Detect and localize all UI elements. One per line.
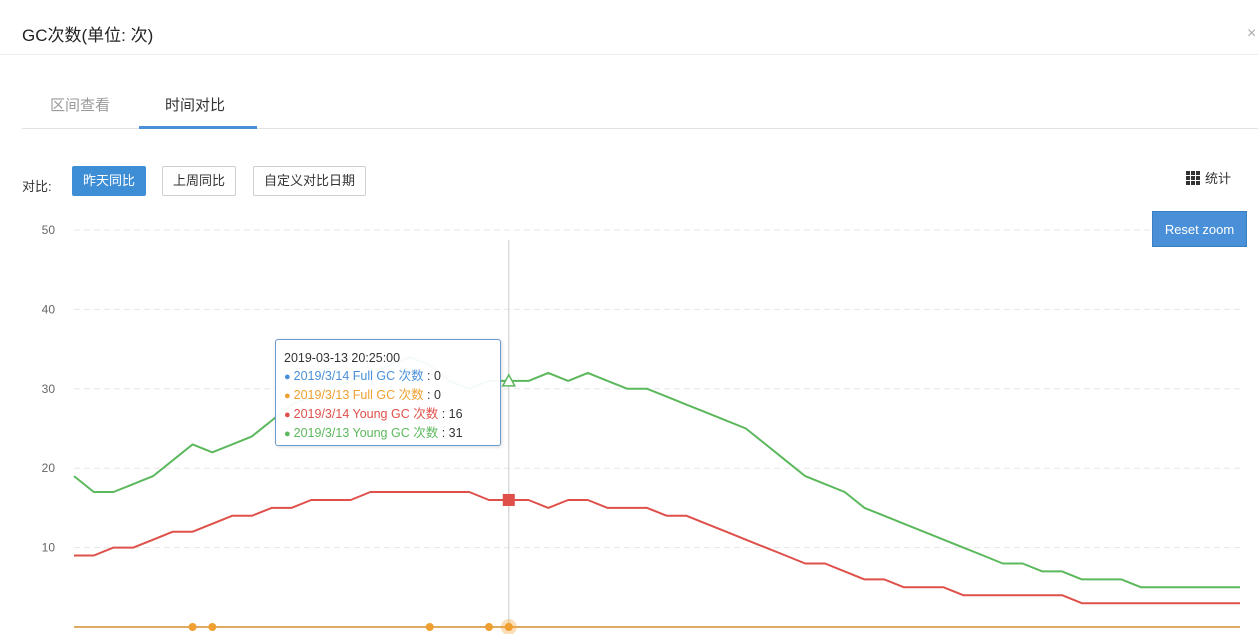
tooltip-row: ● 2019/3/13 Full GC 次数 : 0 <box>284 388 441 402</box>
hover-point <box>501 373 517 387</box>
dialog-header: GC次数(单位: 次) × <box>0 0 1258 55</box>
tooltip-row: ● 2019/3/13 Young GC 次数 : 31 <box>284 426 463 440</box>
series-point <box>425 623 434 631</box>
y-tick-label: 20 <box>42 461 56 475</box>
tooltip-row-label: 2019/3/13 Young GC 次数 <box>293 426 439 440</box>
tooltip-row-value: 0 <box>434 388 441 402</box>
y-tick-label: 50 <box>42 223 56 237</box>
series-dot-icon: ● <box>284 409 291 421</box>
series-dot-icon: ● <box>284 371 291 383</box>
grid-icon <box>1186 170 1200 185</box>
tooltip-row-label: 2019/3/14 Full GC 次数 <box>293 369 424 383</box>
tooltip-row: ● 2019/3/14 Young GC 次数 : 16 <box>284 407 463 421</box>
stats-label: 统计 <box>1205 171 1232 186</box>
tooltip-row: ● 2019/3/14 Full GC 次数 : 0 <box>284 369 441 383</box>
series-dot-icon: ● <box>284 428 291 440</box>
series-dot-icon: ● <box>284 390 291 402</box>
tooltip-row-value: 16 <box>448 407 463 421</box>
last-week-compare-button[interactable]: 上周同比 <box>162 166 237 196</box>
hover-point <box>502 493 515 506</box>
y-tick-label: 30 <box>42 382 56 396</box>
active-tab-indicator <box>139 126 257 129</box>
series-point <box>188 623 197 631</box>
tab-range-view[interactable]: 区间查看 <box>50 97 111 114</box>
tab-bar: 区间查看 时间对比 <box>22 82 1258 129</box>
tooltip-row-value: 31 <box>448 426 463 440</box>
series-line <box>74 491 1240 605</box>
tooltip-row-label: 2019/3/13 Full GC 次数 <box>293 388 424 402</box>
series-point <box>485 623 494 631</box>
tooltip-row-label: 2019/3/14 Young GC 次数 <box>293 407 439 421</box>
series-line <box>73 356 1240 589</box>
y-tick-label: 40 <box>42 302 56 316</box>
close-icon[interactable]: × <box>1247 25 1257 42</box>
hover-point <box>504 623 513 631</box>
y-tick-label: 10 <box>42 541 56 555</box>
compare-label: 对比: <box>22 179 52 194</box>
reset-zoom-button[interactable]: Reset zoom <box>1152 211 1247 247</box>
page-title: GC次数(单位: 次) <box>22 26 154 45</box>
tooltip-time: 2019-03-13 20:25:00 <box>284 351 401 365</box>
yesterday-compare-button[interactable]: 昨天同比 <box>72 166 147 196</box>
custom-date-compare-button[interactable]: 自定义对比日期 <box>253 166 367 196</box>
tooltip-row-value: 0 <box>434 369 441 383</box>
tab-time-compare[interactable]: 时间对比 <box>165 97 226 114</box>
series-point <box>208 623 217 631</box>
stats-button[interactable]: 统计 <box>1186 168 1231 187</box>
chart-tooltip: 2019-03-13 20:25:00 ● 2019/3/14 Full GC 次… <box>275 339 501 446</box>
